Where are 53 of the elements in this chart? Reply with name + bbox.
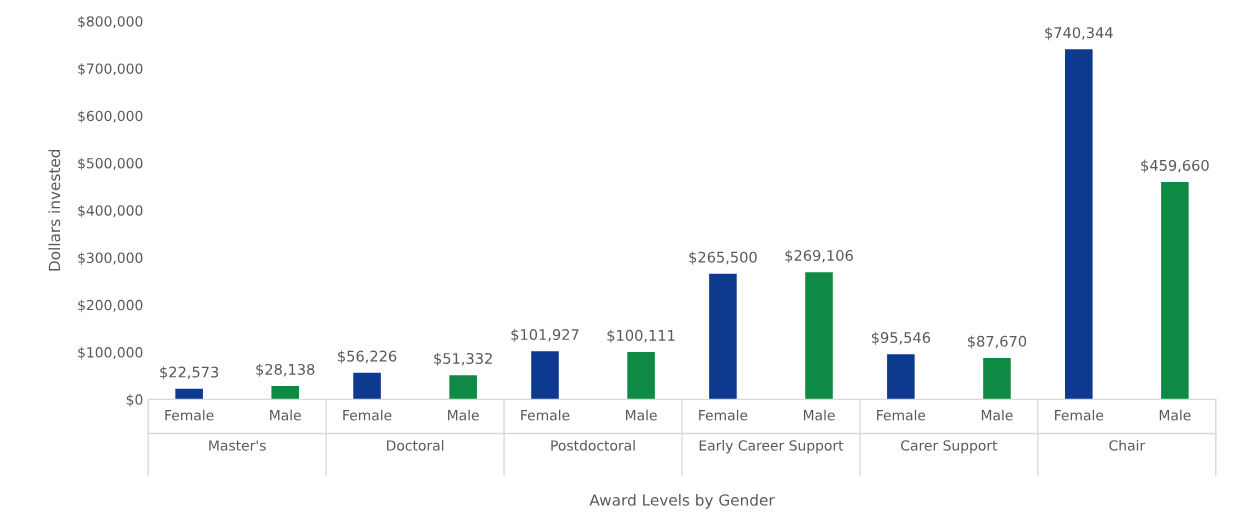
text: Female <box>165 409 214 421</box>
series-label: Female <box>699 409 748 421</box>
data-label: $28,138 <box>256 363 315 377</box>
text: Male <box>803 409 835 421</box>
bar <box>627 352 655 400</box>
text: Female <box>1055 409 1104 421</box>
y-tick-label: $700,000 <box>78 63 143 76</box>
text: Male <box>1159 409 1191 421</box>
data-label: $95,546 <box>871 331 931 345</box>
series-label: Male <box>626 409 657 421</box>
text: Male <box>448 409 479 421</box>
y-tick-label: $0 <box>126 394 143 407</box>
data-label: $87,670 <box>968 335 1027 349</box>
x-tick-label: Master's <box>209 440 266 451</box>
data-label: $51,332 <box>434 352 492 366</box>
data-label: $56,226 <box>338 350 397 364</box>
bar <box>271 386 300 400</box>
data-label: $740,344 <box>1045 26 1113 41</box>
data-label: $101,927 <box>511 328 579 342</box>
data-label: $22,573 <box>160 366 219 380</box>
bar <box>1161 182 1189 400</box>
y-axis-title: Dollars invested <box>48 149 61 271</box>
y-tick-label: $300,000 <box>78 252 143 265</box>
x-tick-label: Chair <box>1109 439 1146 451</box>
bar <box>353 372 381 400</box>
data-label: $265,500 <box>689 251 757 265</box>
y-tick-label: $500,000 <box>78 157 143 171</box>
bar <box>1065 49 1093 400</box>
data-label: $269,106 <box>785 249 853 263</box>
bar <box>709 273 737 400</box>
data-label: $459,660 <box>1141 159 1209 173</box>
bar <box>887 354 915 400</box>
y-tick-label: $400,000 <box>78 205 143 218</box>
x-tick-label: Early Career Support <box>699 439 844 454</box>
bar <box>175 388 203 400</box>
text: Male <box>270 409 301 421</box>
text: Male <box>981 409 1013 421</box>
text: Female <box>343 409 392 421</box>
x-axis-title: Award Levels by Gender <box>589 493 775 509</box>
y-tick-label: $800,000 <box>78 15 143 29</box>
text: Female <box>521 409 570 421</box>
x-tick-label: Doctoral <box>387 439 444 451</box>
x-tick-label: Postdoctoral <box>551 439 635 451</box>
data-label: $100,111 <box>607 329 675 343</box>
bar <box>449 375 477 400</box>
y-tick-label: $100,000 <box>78 346 143 360</box>
bar <box>531 351 559 400</box>
y-tick-label: $600,000 <box>78 110 143 124</box>
x-tick-label: Carer Support <box>901 440 998 454</box>
bar <box>983 357 1011 400</box>
bar <box>805 272 833 400</box>
y-tick-label: $200,000 <box>78 299 143 313</box>
text: Female <box>877 409 926 421</box>
